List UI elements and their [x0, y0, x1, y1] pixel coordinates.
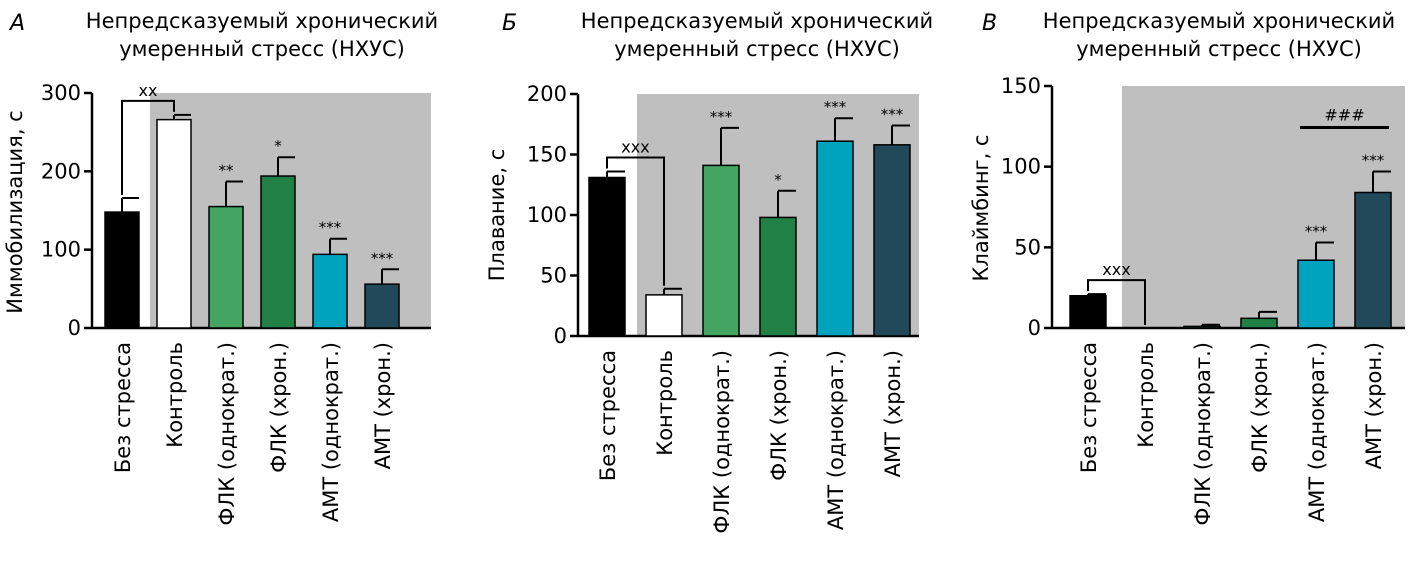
- b-signif-3: *: [774, 171, 782, 189]
- b-category-label-4: АМТ (однократ.): [824, 350, 848, 530]
- a-bar-0: [104, 211, 140, 329]
- a-signif-3: *: [274, 137, 282, 155]
- c-ylabel: Клаймбинг, с: [969, 135, 993, 282]
- c-category-label-5: АМТ (хрон.): [1362, 342, 1386, 469]
- c-bar-3: [1240, 317, 1278, 329]
- a-bar-3: [260, 175, 296, 329]
- a-ytick-label-3: 300: [41, 81, 81, 105]
- a-ytick-label-2: 200: [41, 159, 81, 183]
- b-bar-3: [759, 216, 797, 337]
- c-ytick-label-1: 50: [1014, 235, 1041, 259]
- a-bar-4: [312, 253, 348, 329]
- c-bracket: [1087, 279, 1146, 325]
- b-category-label-0: Без стресса: [596, 350, 620, 481]
- a-bar-1: [156, 118, 192, 329]
- c-category-label-3: ФЛК (хрон.): [1248, 342, 1272, 473]
- c-bar-5: [1354, 191, 1392, 329]
- a-bracket-label: xx: [139, 81, 158, 100]
- b-signif-4: ***: [824, 98, 847, 116]
- b-ytick-label-1: 50: [540, 264, 567, 288]
- a-ytick-label-1: 100: [41, 238, 81, 262]
- c-signif-4: ***: [1305, 222, 1328, 240]
- b-title-line-0: Непредсказуемый хронический: [581, 9, 933, 33]
- b-bar-2: [702, 164, 740, 337]
- a-bar-5: [364, 283, 400, 329]
- c-ytick-label-2: 100: [1001, 155, 1041, 179]
- a-category-label-5: АМТ (хрон.): [371, 342, 395, 469]
- chart-panel-b: Б Непредсказуемый хронический умеренный ст…: [474, 0, 964, 569]
- b-signif-2: ***: [710, 108, 733, 126]
- b-ytick-label-3: 150: [527, 143, 567, 167]
- c-category-label-0: Без стресса: [1077, 342, 1101, 473]
- chart-panel-c: В Непредсказуемый хронический умеренный ст…: [964, 0, 1423, 569]
- chart-panel-a: А Непредсказуемый хронический умеренный ст…: [0, 0, 474, 569]
- a-category-label-3: ФЛК (хрон.): [267, 342, 291, 473]
- c-signif-5: ***: [1362, 152, 1385, 170]
- c-bar-2: [1183, 325, 1221, 329]
- b-ytick-label-4: 200: [527, 82, 567, 106]
- a-ylabel: Иммобилизация, с: [3, 110, 27, 313]
- a-category-label-1: Контроль: [163, 342, 187, 448]
- b-bracket: [606, 156, 665, 286]
- b-panel-letter: Б: [502, 11, 517, 36]
- b-ytick-label-2: 100: [527, 203, 567, 227]
- b-signif-5: ***: [881, 105, 904, 123]
- c-category-label-1: Контроль: [1134, 342, 1158, 448]
- chart-svg-b: Б Непредсказуемый хронический умеренный ст…: [485, 9, 933, 534]
- a-category-label-0: Без стресса: [111, 342, 135, 473]
- b-category-label-5: АМТ (хрон.): [881, 350, 905, 477]
- b-ylabel: Плавание, с: [485, 149, 509, 282]
- c-bar-0: [1069, 294, 1107, 329]
- b-bar-4: [816, 140, 854, 337]
- a-signif-2: **: [219, 162, 235, 180]
- b-category-label-1: Контроль: [653, 350, 677, 456]
- b-bar-5: [873, 144, 911, 337]
- b-bar-1: [645, 294, 683, 337]
- a-title-line-0: Непредсказуемый хронический: [86, 9, 438, 33]
- a-title-line-1: умеренный стресс (НХУС): [119, 37, 405, 61]
- a-bracket: [121, 99, 175, 195]
- b-bracket-label: xxx: [621, 137, 649, 156]
- b-category-label-3: ФЛК (хрон.): [767, 350, 791, 481]
- b-title-line-1: умеренный стресс (НХУС): [614, 37, 900, 61]
- b-bar-0: [588, 176, 626, 337]
- a-signif-4: ***: [319, 219, 342, 237]
- a-signif-5: ***: [371, 249, 394, 267]
- c-title-line-0: Непредсказуемый хронический: [1043, 9, 1395, 33]
- c-category-label-2: ФЛК (однократ.): [1191, 342, 1215, 526]
- c-panel-letter: В: [982, 11, 997, 36]
- chart-svg-a: А Непредсказуемый хронический умеренный ст…: [3, 9, 438, 526]
- b-category-label-2: ФЛК (однократ.): [710, 350, 734, 534]
- c-category-label-4: АМТ (однократ.): [1305, 342, 1329, 522]
- c-ytick-label-0: 0: [1028, 316, 1041, 340]
- c-group-line-label: ###: [1324, 106, 1364, 125]
- c-ytick-label-3: 150: [1001, 74, 1041, 98]
- a-bar-2: [208, 205, 244, 329]
- chart-svg-c: В Непредсказуемый хронический умеренный ст…: [969, 9, 1405, 526]
- a-panel-letter: А: [8, 11, 25, 36]
- b-ytick-label-0: 0: [554, 324, 567, 348]
- a-category-label-2: ФЛК (однократ.): [215, 342, 239, 526]
- c-title-line-1: умеренный стресс (НХУС): [1076, 37, 1362, 61]
- c-bar-4: [1297, 259, 1335, 329]
- c-bracket-label: xxx: [1102, 260, 1130, 279]
- a-category-label-4: АМТ (однократ.): [319, 342, 343, 522]
- a-ytick-label-0: 0: [68, 316, 81, 340]
